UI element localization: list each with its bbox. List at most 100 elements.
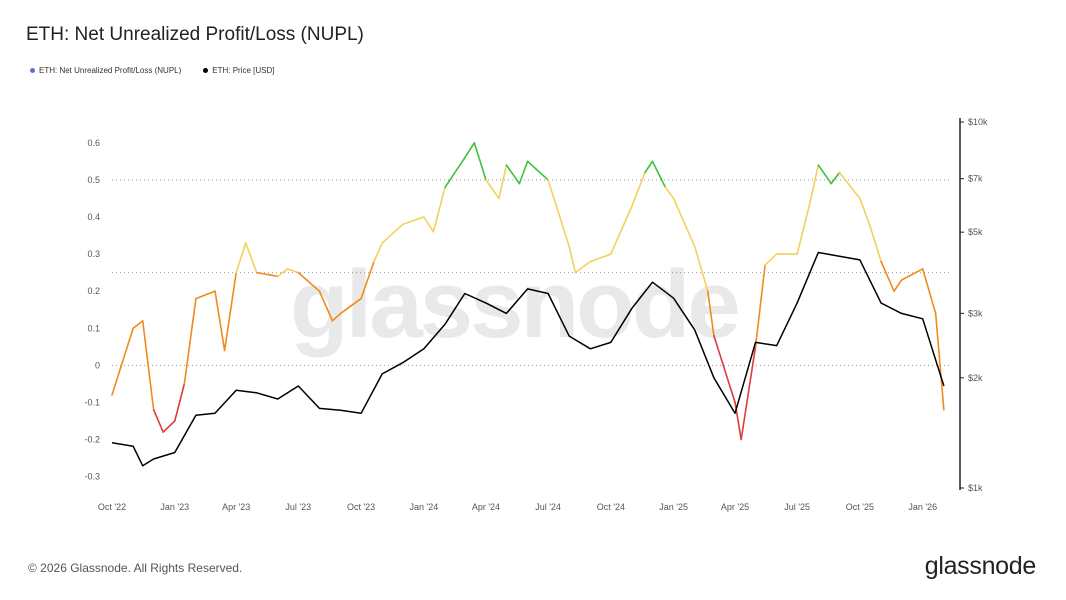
- legend-swatch-price: [203, 68, 209, 73]
- nupl-segment: [868, 223, 882, 263]
- nupl-segment: [277, 268, 289, 278]
- nupl-segment: [838, 171, 861, 200]
- left-tick-label: 0.2: [87, 286, 100, 296]
- nupl-segment: [223, 271, 237, 352]
- nupl-segment: [183, 297, 197, 385]
- x-tick-label: Oct '25: [846, 502, 874, 512]
- right-tick-label: $7k: [968, 174, 983, 184]
- nupl-segment: [934, 312, 945, 411]
- left-tick-label: -0.1: [84, 397, 100, 407]
- nupl-segment: [111, 327, 134, 396]
- left-tick-label: 0.5: [87, 175, 100, 185]
- nupl-segment: [880, 260, 895, 292]
- price-line: [111, 251, 945, 467]
- nupl-segment: [360, 260, 375, 300]
- left-axis-ticks: 0.6 0.5 0.4 0.3 0.2 0.1 0 -0.1 -0.2 -0.3: [84, 138, 100, 482]
- price-series[interactable]: [111, 251, 945, 467]
- nupl-segment: [464, 142, 476, 159]
- x-tick-label: Apr '24: [472, 502, 500, 512]
- right-tick-label: $10k: [968, 117, 988, 127]
- nupl-segment: [505, 164, 521, 185]
- copyright: © 2026 Glassnode. All Rights Reserved.: [28, 561, 243, 575]
- nupl-segment: [286, 268, 300, 274]
- nupl-segment: [706, 290, 715, 337]
- chart-title: ETH: Net Unrealized Profit/Loss (NUPL): [26, 24, 364, 45]
- nupl-segment: [485, 179, 500, 200]
- nupl-segment: [644, 160, 654, 174]
- nupl-segment: [423, 216, 435, 233]
- brand-logo[interactable]: glassnode: [924, 552, 1037, 580]
- nupl-segment: [859, 197, 871, 226]
- x-tick-label: Jul '23: [285, 502, 311, 512]
- x-tick-label: Jan '23: [160, 502, 189, 512]
- nupl-segment: [693, 245, 709, 292]
- nupl-segment: [152, 409, 164, 433]
- nupl-segment: [817, 164, 833, 185]
- right-tick-label: $5k: [968, 227, 983, 237]
- nupl-segment: [498, 164, 508, 200]
- nupl-segment: [195, 290, 216, 300]
- left-tick-label: 0.3: [87, 249, 100, 259]
- nupl-segment: [444, 156, 466, 189]
- x-tick-label: Jan '26: [908, 502, 937, 512]
- nupl-segment: [331, 312, 342, 322]
- nupl-segment: [664, 186, 675, 200]
- nupl-segment: [518, 160, 529, 185]
- left-tick-label: 0.4: [87, 212, 100, 222]
- legend-item-nupl[interactable]: ETH: Net Unrealized Profit/Loss (NUPL): [30, 66, 181, 75]
- legend-label-price: ETH: Price [USD]: [212, 66, 275, 75]
- legend: ETH: Net Unrealized Profit/Loss (NUPL) E…: [30, 66, 275, 75]
- nupl-segment: [809, 164, 820, 203]
- legend-swatch-nupl: [30, 68, 35, 73]
- nupl-segment: [255, 271, 279, 278]
- nupl-segment: [132, 320, 144, 330]
- x-tick-label: Apr '23: [222, 502, 250, 512]
- nupl-segment: [162, 420, 176, 433]
- x-tick-label: Jan '24: [409, 502, 438, 512]
- x-axis-ticks: Oct '22 Jan '23 Apr '23 Jul '23 Oct '23 Jan '…: [98, 502, 937, 512]
- left-tick-label: 0.6: [87, 138, 100, 148]
- nupl-segment: [381, 223, 404, 244]
- nupl-segment: [631, 171, 646, 207]
- nupl-segment: [401, 216, 425, 226]
- left-tick-label: 0.1: [87, 323, 100, 333]
- nupl-segment: [574, 260, 592, 274]
- x-tick-label: Oct '24: [597, 502, 625, 512]
- nupl-segment: [173, 383, 186, 422]
- x-tick-label: Oct '22: [98, 502, 126, 512]
- nupl-segment: [339, 297, 362, 315]
- nupl-segment: [547, 179, 571, 248]
- nupl-series[interactable]: [111, 142, 945, 441]
- right-tick-label: $1k: [968, 483, 983, 493]
- right-tick-label: $3k: [968, 308, 983, 318]
- nupl-segment: [754, 264, 766, 348]
- nupl-segment: [740, 345, 757, 441]
- nupl-segment: [297, 271, 321, 292]
- nupl-segment: [568, 245, 577, 274]
- right-axis-ticks: $10k $7k $5k $3k $2k $1k: [960, 117, 988, 493]
- nupl-segment: [796, 201, 811, 255]
- x-tick-label: Oct '23: [347, 502, 375, 512]
- right-tick-label: $2k: [968, 373, 983, 383]
- left-tick-label: -0.3: [84, 472, 100, 482]
- left-tick-label: 0: [95, 360, 100, 370]
- nupl-segment: [214, 290, 226, 352]
- nupl-segment: [373, 242, 384, 263]
- nupl-segment: [432, 186, 446, 233]
- nupl-segment: [473, 142, 487, 181]
- nupl-segment: [651, 160, 667, 189]
- nupl-segment: [235, 242, 247, 274]
- x-tick-label: Apr '25: [721, 502, 749, 512]
- nupl-segment: [318, 290, 334, 322]
- nupl-segment: [141, 320, 155, 411]
- legend-item-price[interactable]: ETH: Price [USD]: [203, 66, 275, 75]
- nupl-segment: [589, 253, 612, 263]
- legend-label-nupl: ETH: Net Unrealized Profit/Loss (NUPL): [39, 66, 182, 75]
- nupl-segment: [713, 334, 736, 404]
- nupl-segment: [610, 205, 633, 255]
- x-tick-label: Jul '25: [784, 502, 810, 512]
- left-tick-label: -0.2: [84, 435, 100, 445]
- nupl-segment: [672, 197, 696, 248]
- nupl-segment: [921, 268, 937, 315]
